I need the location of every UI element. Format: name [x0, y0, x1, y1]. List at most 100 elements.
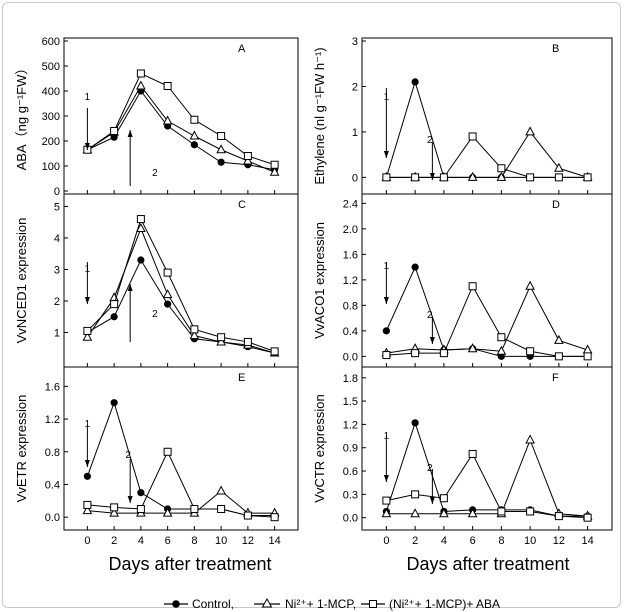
series-line [386, 438, 588, 517]
legend-item-control: Control, [164, 597, 234, 611]
arrow-annotation: 2 [152, 309, 158, 320]
arrow-annotation: 1 [384, 261, 390, 272]
data-point-triangle [162, 507, 173, 517]
data-point-triangle [82, 331, 93, 341]
data-point-circle [217, 158, 225, 166]
plot-frame [63, 366, 299, 531]
arrow-head [127, 130, 133, 137]
panel-letter: F [552, 372, 559, 384]
legend-label-ni-mcp-aba: (Ni²⁺+ 1-MCP)+ ABA [389, 597, 500, 611]
data-point-square [163, 447, 172, 456]
y-tick-label: 1.8 [343, 373, 358, 385]
series-triangle [82, 80, 280, 176]
panel-b: 0 1 2 3 Ethylene (nl g⁻¹FW h⁻¹) B 1 2 [312, 36, 613, 195]
y-tick-label: 2 [54, 296, 60, 308]
data-point-square [163, 268, 172, 277]
arrow-head [84, 460, 90, 467]
data-point-square [554, 512, 563, 521]
y-tick-label: 0.3 [343, 489, 358, 501]
plot-frame [63, 37, 299, 195]
series-line [87, 450, 275, 518]
panel-letter: B [552, 43, 559, 55]
data-point-square [382, 496, 391, 505]
data-point-triangle [467, 171, 478, 181]
data-point-triangle [554, 162, 564, 172]
legend: Control, Ni²⁺+ 1-MCP, (Ni²⁺+ 1-MCP)+ ABA [164, 597, 500, 611]
data-point-triangle [136, 222, 146, 233]
data-point-triangle [525, 126, 535, 136]
series-square [382, 449, 592, 522]
square-open-icon [369, 600, 377, 608]
data-point-square [468, 449, 477, 458]
data-point-square [526, 347, 535, 356]
y-tick-label: 200 [42, 136, 60, 148]
series-line [385, 265, 588, 357]
x-tick-label: 0 [383, 535, 389, 547]
arrow-head [429, 173, 435, 180]
arrow-head [84, 297, 90, 304]
series-triangle [381, 126, 593, 181]
data-point-square [136, 69, 145, 78]
data-point-triangle [162, 115, 173, 125]
arrow-annotation: 2 [427, 463, 433, 474]
data-point-square [110, 300, 119, 309]
arrow-annotation: 1 [384, 92, 390, 103]
y-tick-label: 1.2 [343, 275, 358, 287]
data-point-square [583, 352, 592, 361]
data-point-triangle [162, 289, 173, 299]
y-tick-label: 0.0 [343, 351, 358, 363]
series-line [385, 421, 588, 517]
x-tick-label: 14 [582, 535, 594, 547]
legend-item-ni-mcp: Ni²⁺+ 1-MCP, [254, 597, 356, 611]
data-point-square [468, 132, 477, 141]
arrow-annotation: 1 [85, 92, 91, 103]
legend-item-ni-mcp-aba: (Ni²⁺+ 1-MCP)+ ABA [361, 597, 500, 611]
y-tick-label: 3 [54, 264, 60, 276]
y-tick-label: 2 [352, 81, 358, 93]
series-square [382, 132, 592, 182]
y-tick-label: 1.2 [45, 414, 60, 426]
data-point-triangle [109, 507, 119, 517]
arrow-head [84, 143, 90, 150]
y-tick-label: 0.0 [343, 513, 358, 525]
data-point-triangle [554, 334, 564, 344]
x-tick-label: 8 [498, 535, 504, 547]
y-tick-label: 1.6 [343, 249, 358, 261]
data-point-square [583, 513, 592, 522]
data-point-square [270, 347, 279, 356]
plot-frame [361, 37, 613, 195]
y-tick-label: 1.2 [343, 419, 358, 431]
series-line [386, 135, 588, 178]
data-point-square [382, 173, 391, 182]
data-point-square [217, 505, 226, 514]
data-point-square [270, 160, 279, 169]
y-tick-label: 4 [54, 233, 60, 245]
data-point-square [136, 215, 145, 224]
x-tick-label: 0 [84, 535, 90, 547]
data-point-square [110, 127, 119, 135]
x-tick-label: 10 [215, 535, 227, 547]
series-square [382, 282, 592, 361]
series-line [87, 258, 275, 354]
series-triangle [82, 222, 280, 357]
data-point-square [439, 349, 448, 358]
data-point-square [468, 282, 477, 291]
panel-letter: E [238, 372, 245, 384]
y-tick-label: 1.6 [45, 381, 60, 393]
x-tick-label: 12 [553, 535, 565, 547]
series-line [87, 85, 275, 173]
plot-frame [361, 366, 613, 531]
x-axis-label-left: Days after treatment [108, 554, 271, 574]
data-point-circle [110, 313, 118, 321]
data-point-square [243, 152, 252, 160]
data-point-circle [411, 78, 419, 86]
y-tick-label: 1.5 [343, 396, 358, 408]
arrow-annotation: 1 [85, 419, 91, 430]
data-point-triangle [216, 144, 226, 154]
data-point-square [497, 333, 506, 342]
y-axis-label: VvACO1 expression [312, 222, 327, 339]
